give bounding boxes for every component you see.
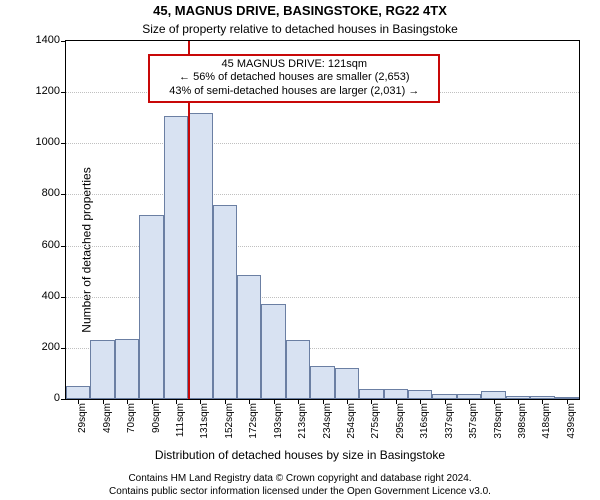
y-tick-label: 1000 (5, 136, 60, 148)
x-tick-label: 398sqm (517, 403, 528, 439)
bar (408, 390, 432, 399)
y-tick-label: 0 (5, 392, 60, 404)
x-tick-label: 295sqm (395, 403, 406, 439)
y-tick-mark (61, 246, 66, 247)
annotation-line: ← 56% of detached houses are smaller (2,… (154, 71, 434, 85)
bar (310, 366, 334, 399)
bar (90, 340, 114, 399)
x-tick-label: 29sqm (77, 403, 88, 433)
x-tick-label: 111sqm (175, 403, 186, 437)
x-axis-label: Distribution of detached houses by size … (0, 448, 600, 462)
gridline (66, 143, 579, 144)
y-tick-mark (61, 348, 66, 349)
bar (481, 391, 505, 399)
annotation-line: 43% of semi-detached houses are larger (… (154, 85, 434, 99)
y-tick-label: 600 (5, 239, 60, 251)
y-tick-mark (61, 92, 66, 93)
chart-container: 45, MAGNUS DRIVE, BASINGSTOKE, RG22 4TX … (0, 0, 600, 500)
x-tick-label: 418sqm (541, 403, 552, 439)
y-tick-mark (61, 399, 66, 400)
x-tick-label: 152sqm (224, 403, 235, 439)
y-tick-mark (61, 41, 66, 42)
bar (261, 304, 285, 399)
bar (139, 215, 163, 399)
footer: Contains HM Land Registry data © Crown c… (0, 473, 600, 498)
x-tick-label: 131sqm (199, 403, 210, 439)
y-tick-mark (61, 297, 66, 298)
page-title: 45, MAGNUS DRIVE, BASINGSTOKE, RG22 4TX (0, 3, 600, 18)
bar (213, 205, 237, 399)
bar (66, 386, 90, 399)
x-tick-label: 193sqm (273, 403, 284, 439)
x-tick-label: 70sqm (126, 403, 137, 433)
y-tick-label: 400 (5, 290, 60, 302)
annotation-box: 45 MAGNUS DRIVE: 121sqm← 56% of detached… (148, 54, 440, 103)
x-tick-label: 172sqm (248, 403, 259, 439)
x-tick-label: 316sqm (419, 403, 430, 439)
bar (286, 340, 310, 399)
x-tick-label: 275sqm (370, 403, 381, 439)
bar (164, 116, 188, 399)
x-tick-label: 254sqm (346, 403, 357, 439)
annotation-line: 45 MAGNUS DRIVE: 121sqm (154, 58, 434, 72)
x-tick-label: 439sqm (566, 403, 577, 439)
x-tick-label: 378sqm (493, 403, 504, 439)
gridline (66, 194, 579, 195)
footer-line-1: Contains HM Land Registry data © Crown c… (0, 473, 600, 486)
bar (335, 368, 359, 399)
y-tick-label: 200 (5, 341, 60, 353)
plot-area: 45 MAGNUS DRIVE: 121sqm← 56% of detached… (65, 40, 580, 400)
bar (115, 339, 139, 399)
x-tick-label: 90sqm (151, 403, 162, 433)
bar (237, 275, 261, 399)
x-tick-label: 49sqm (102, 403, 113, 433)
bar (384, 389, 408, 399)
y-tick-mark (61, 194, 66, 195)
y-tick-label: 1200 (5, 85, 60, 97)
y-tick-label: 1400 (5, 34, 60, 46)
x-tick-label: 213sqm (297, 403, 308, 439)
x-tick-label: 357sqm (468, 403, 479, 439)
x-tick-label: 337sqm (444, 403, 455, 439)
x-tick-label: 234sqm (322, 403, 333, 439)
footer-line-2: Contains public sector information licen… (0, 486, 600, 499)
page-subtitle: Size of property relative to detached ho… (0, 22, 600, 36)
bar (359, 389, 383, 399)
y-tick-label: 800 (5, 187, 60, 199)
y-tick-mark (61, 143, 66, 144)
bar (188, 113, 212, 399)
